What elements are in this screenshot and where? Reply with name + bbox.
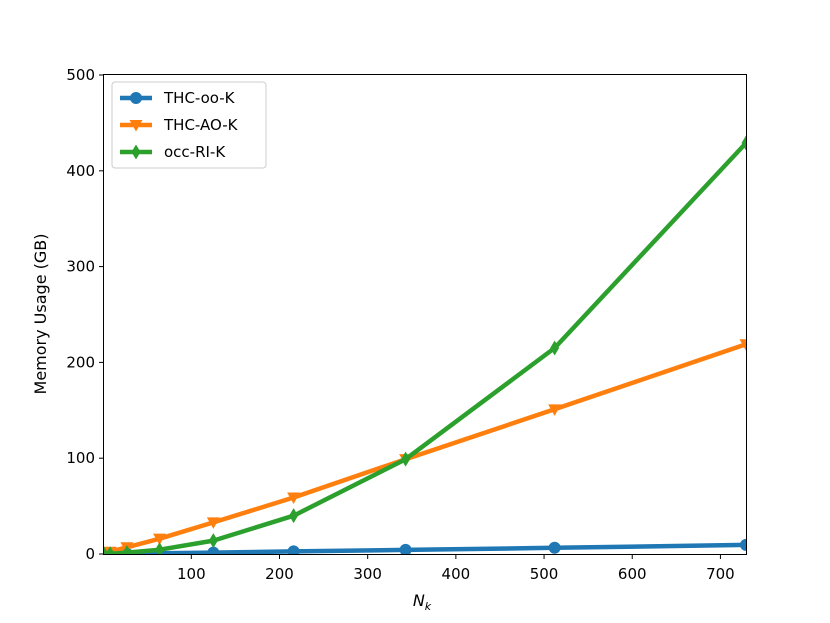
series-line [104, 139, 746, 554]
data-point [207, 546, 220, 554]
legend-item: THC-AO-K [120, 116, 239, 134]
x-tick-label: 700 [706, 565, 735, 583]
x-axis: 100 200 300 400 500 600 700 [177, 554, 735, 583]
data-point [399, 543, 412, 554]
x-tick-label: 300 [353, 565, 382, 583]
data-point [741, 135, 746, 151]
series-line [104, 542, 746, 554]
legend-marker [129, 120, 143, 132]
y-tick-label: 100 [66, 449, 95, 467]
data-point [548, 541, 561, 554]
y-tick-label: 200 [66, 353, 95, 371]
y-tick-label: 300 [66, 258, 95, 276]
x-axis-label-subscript: k [425, 600, 432, 613]
series-layer [104, 135, 746, 554]
data-point [105, 546, 115, 554]
data-point [289, 508, 299, 524]
data-point [206, 517, 220, 529]
legend-label: THC-AO-K [163, 116, 239, 134]
y-tick-label: 400 [66, 162, 95, 180]
series-line [104, 341, 746, 554]
legend: THC-oo-K THC-AO-K occ-RI-K [111, 81, 267, 169]
data-point [287, 492, 301, 504]
series-THC-AO-K [104, 339, 746, 554]
x-tick-label: 400 [442, 565, 471, 583]
x-tick-label: 200 [265, 565, 294, 583]
data-point [153, 533, 167, 546]
legend-box [111, 81, 267, 169]
data-point [550, 340, 560, 356]
plot-frame [103, 74, 747, 555]
data-point [208, 533, 218, 549]
x-axis-label-main: N [413, 591, 425, 610]
legend-label: THC-oo-K [163, 89, 236, 107]
series-occ-RI-K [104, 135, 746, 554]
y-axis: 0 100 200 300 400 500 [66, 66, 104, 563]
data-point [401, 451, 411, 467]
legend-marker [131, 144, 141, 160]
data-point [548, 404, 562, 416]
y-tick-label: 0 [85, 545, 95, 563]
x-axis-label: Nk [413, 591, 432, 613]
x-tick-label: 500 [530, 565, 559, 583]
x-tick-label: 600 [618, 565, 647, 583]
data-point [740, 538, 746, 551]
data-point [122, 545, 132, 554]
y-tick-label: 500 [66, 66, 95, 84]
data-point [155, 542, 165, 554]
y-axis-label: Memory Usage (GB) [31, 234, 50, 395]
data-point [287, 545, 300, 554]
x-tick-label: 100 [177, 565, 206, 583]
legend-item: occ-RI-K [120, 143, 226, 161]
legend-marker [130, 92, 142, 104]
legend-item: THC-oo-K [120, 89, 236, 107]
legend-label: occ-RI-K [164, 143, 226, 161]
data-point [739, 339, 746, 351]
